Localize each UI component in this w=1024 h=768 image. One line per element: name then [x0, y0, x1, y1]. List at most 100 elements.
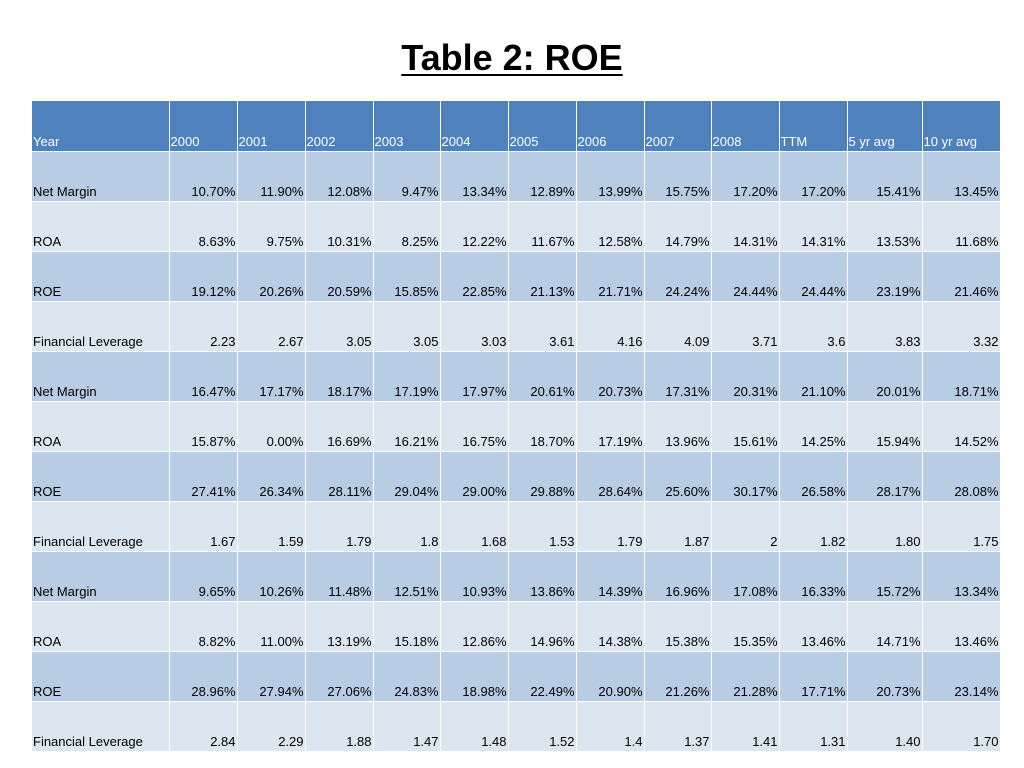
value-cell: 12.58% [576, 201, 645, 252]
value-cell: 3.32 [922, 301, 1001, 352]
value-cell: 14.39% [576, 551, 645, 602]
value-cell: 15.87% [169, 401, 238, 452]
row-label-cell: Net Margin [32, 351, 170, 402]
value-cell: 1.37 [644, 701, 712, 752]
value-cell: 13.46% [922, 601, 1001, 652]
table-row: ROE 27.41% 26.34% 28.11% 29.04% 29.00% 29.88% 2… [32, 451, 1001, 502]
column-header: 2002 [305, 101, 374, 152]
value-cell: 1.59 [237, 501, 306, 552]
value-cell: 17.20% [779, 151, 848, 202]
value-cell: 1.88 [305, 701, 374, 752]
row-label-cell: Net Margin [32, 551, 170, 602]
value-cell: 13.99% [576, 151, 645, 202]
value-cell: 11.67% [508, 201, 577, 252]
value-cell: 1.4 [576, 701, 645, 752]
value-cell: 24.44% [711, 251, 780, 302]
value-cell: 1.80 [847, 501, 923, 552]
value-cell: 19.12% [169, 251, 238, 302]
table-row: Financial Leverage 2.84 2.29 1.88 1.47 1.48 1.… [32, 701, 1001, 752]
value-cell: 0.00% [237, 401, 306, 452]
value-cell: 12.89% [508, 151, 577, 202]
table-row: Net Margin 10.70% 11.90% 12.08% 9.47% 13.34% 1… [32, 151, 1001, 202]
value-cell: 21.28% [711, 651, 780, 702]
value-cell: 14.71% [847, 601, 923, 652]
value-cell: 13.46% [779, 601, 848, 652]
value-cell: 1.47 [373, 701, 441, 752]
value-cell: 3.05 [305, 301, 374, 352]
value-cell: 1.79 [576, 501, 645, 552]
value-cell: 29.00% [440, 451, 509, 502]
table-row: ROE 28.96% 27.94% 27.06% 24.83% 18.98% 22.49% 2… [32, 651, 1001, 702]
column-header: 2003 [373, 101, 441, 152]
value-cell: 1.67 [169, 501, 238, 552]
value-cell: 20.01% [847, 351, 923, 402]
column-header: 2005 [508, 101, 577, 152]
slide-title: Table 2: ROE [0, 36, 1024, 80]
value-cell: 26.34% [237, 451, 306, 502]
value-cell: 14.52% [922, 401, 1001, 452]
value-cell: 11.48% [305, 551, 374, 602]
value-cell: 23.14% [922, 651, 1001, 702]
value-cell: 17.20% [711, 151, 780, 202]
value-cell: 1.53 [508, 501, 577, 552]
value-cell: 12.86% [440, 601, 509, 652]
column-header: 2004 [440, 101, 509, 152]
value-cell: 9.65% [169, 551, 238, 602]
value-cell: 15.41% [847, 151, 923, 202]
table-header: Year 2000 2001 2002 2003 2004 2005 2006 2007 2008… [32, 101, 1001, 152]
header-row: Year 2000 2001 2002 2003 2004 2005 2006 2007 2008… [32, 101, 1001, 152]
value-cell: 2.67 [237, 301, 306, 352]
value-cell: 18.70% [508, 401, 577, 452]
value-cell: 29.88% [508, 451, 577, 502]
value-cell: 1.31 [779, 701, 848, 752]
value-cell: 21.46% [922, 251, 1001, 302]
title-text: Table 2: ROE [401, 37, 623, 78]
value-cell: 10.31% [305, 201, 374, 252]
value-cell: 1.68 [440, 501, 509, 552]
column-header: 2006 [576, 101, 645, 152]
value-cell: 18.71% [922, 351, 1001, 402]
value-cell: 15.72% [847, 551, 923, 602]
row-label-cell: Financial Leverage [32, 501, 170, 552]
value-cell: 24.44% [779, 251, 848, 302]
value-cell: 13.19% [305, 601, 374, 652]
value-cell: 14.96% [508, 601, 577, 652]
value-cell: 25.60% [644, 451, 712, 502]
value-cell: 16.96% [644, 551, 712, 602]
value-cell: 10.26% [237, 551, 306, 602]
value-cell: 3.05 [373, 301, 441, 352]
value-cell: 15.38% [644, 601, 712, 652]
value-cell: 16.69% [305, 401, 374, 452]
table-row: Financial Leverage 1.67 1.59 1.79 1.8 1.68 1.5… [32, 501, 1001, 552]
value-cell: 1.48 [440, 701, 509, 752]
value-cell: 15.61% [711, 401, 780, 452]
value-cell: 22.85% [440, 251, 509, 302]
value-cell: 27.41% [169, 451, 238, 502]
value-cell: 28.17% [847, 451, 923, 502]
value-cell: 3.6 [779, 301, 848, 352]
value-cell: 21.71% [576, 251, 645, 302]
value-cell: 8.63% [169, 201, 238, 252]
value-cell: 11.68% [922, 201, 1001, 252]
value-cell: 13.34% [440, 151, 509, 202]
value-cell: 14.38% [576, 601, 645, 652]
row-label-cell: ROA [32, 401, 170, 452]
value-cell: 13.86% [508, 551, 577, 602]
value-cell: 30.17% [711, 451, 780, 502]
value-cell: 24.83% [373, 651, 441, 702]
value-cell: 13.45% [922, 151, 1001, 202]
value-cell: 20.73% [847, 651, 923, 702]
table-row: ROA 8.63% 9.75% 10.31% 8.25% 12.22% 11.67% 12.5… [32, 201, 1001, 252]
value-cell: 1.87 [644, 501, 712, 552]
value-cell: 4.16 [576, 301, 645, 352]
value-cell: 28.96% [169, 651, 238, 702]
value-cell: 1.75 [922, 501, 1001, 552]
row-label-cell: Financial Leverage [32, 301, 170, 352]
value-cell: 3.61 [508, 301, 577, 352]
table-row: ROA 15.87% 0.00% 16.69% 16.21% 16.75% 18.70% 17… [32, 401, 1001, 452]
value-cell: 28.64% [576, 451, 645, 502]
value-cell: 1.52 [508, 701, 577, 752]
value-cell: 27.94% [237, 651, 306, 702]
column-header: TTM [779, 101, 848, 152]
